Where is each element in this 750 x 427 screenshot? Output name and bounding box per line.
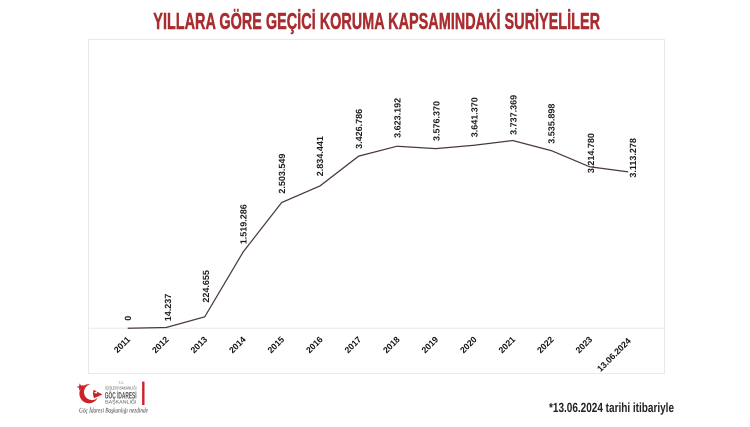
svg-text:3.426.786: 3.426.786 bbox=[354, 109, 364, 149]
svg-text:0: 0 bbox=[123, 316, 133, 321]
svg-text:14.237: 14.237 bbox=[163, 294, 173, 322]
svg-text:İÇİŞLERİ BAKANLIĞI: İÇİŞLERİ BAKANLIĞI bbox=[105, 386, 136, 391]
svg-text:Göç İdaresi Başkanlığı nezdind: Göç İdaresi Başkanlığı nezdinde bbox=[79, 407, 148, 415]
svg-text:BAŞKANLIĞI: BAŞKANLIĞI bbox=[105, 399, 136, 406]
svg-text:GÖÇ İDARESİ: GÖÇ İDARESİ bbox=[105, 391, 137, 401]
svg-text:3.535.898: 3.535.898 bbox=[547, 104, 557, 144]
svg-text:224.655: 224.655 bbox=[201, 270, 211, 303]
svg-text:*13.06.2024 tarihi itibariyle: *13.06.2024 tarihi itibariyle bbox=[549, 400, 674, 415]
svg-text:2.503.549: 2.503.549 bbox=[277, 154, 287, 194]
svg-text:3.214.780: 3.214.780 bbox=[586, 133, 596, 173]
svg-text:2.834.441: 2.834.441 bbox=[315, 136, 325, 176]
svg-text:3.576.370: 3.576.370 bbox=[432, 101, 442, 141]
svg-text:1.519.286: 1.519.286 bbox=[238, 204, 248, 244]
svg-text:3.113.278: 3.113.278 bbox=[628, 138, 638, 178]
svg-text:3.623.192: 3.623.192 bbox=[393, 98, 403, 138]
svg-text:3.641.370: 3.641.370 bbox=[470, 97, 480, 137]
svg-text:3.737.369: 3.737.369 bbox=[509, 95, 519, 135]
svg-text:T.C.: T.C. bbox=[118, 381, 124, 385]
